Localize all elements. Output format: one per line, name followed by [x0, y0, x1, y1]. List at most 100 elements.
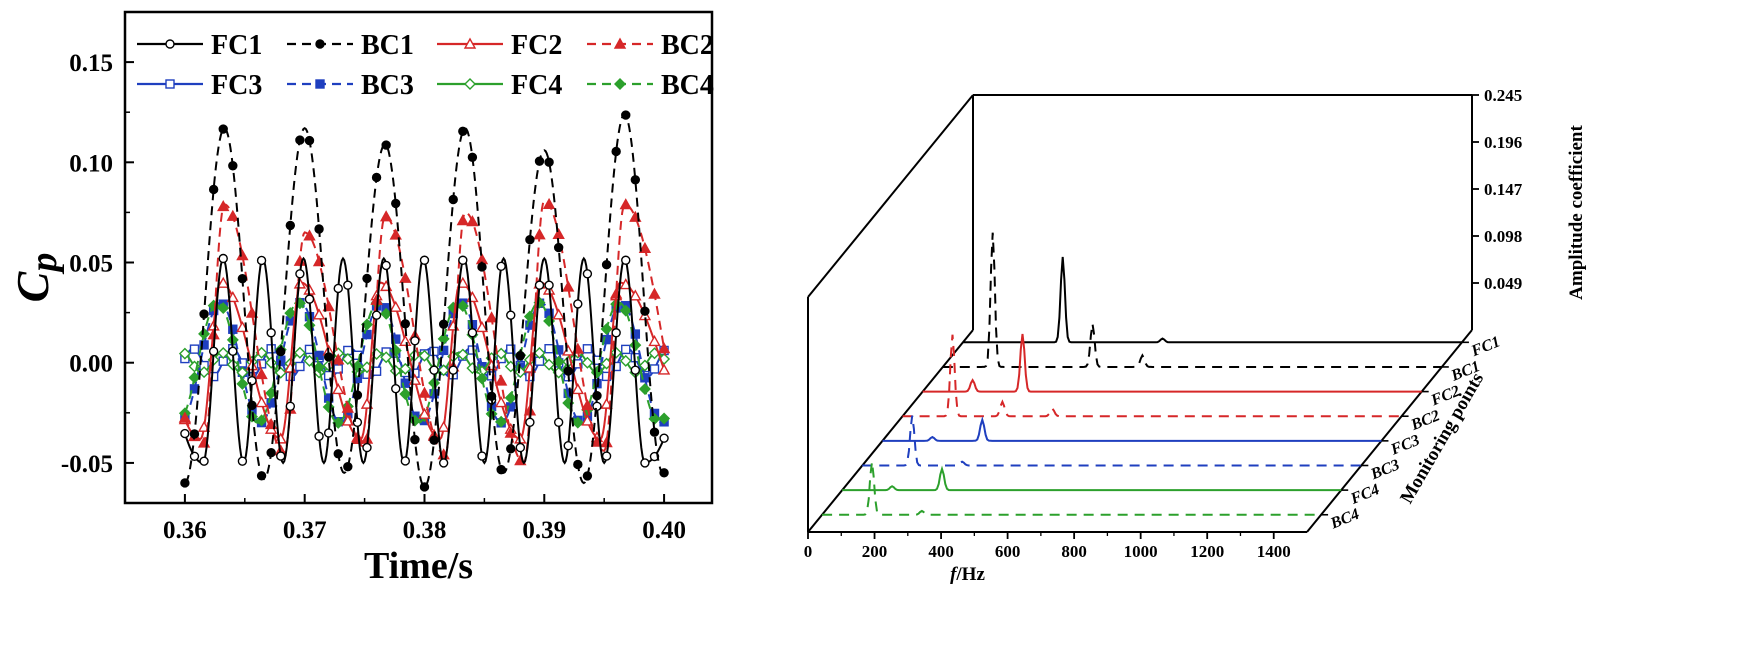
data-point	[315, 79, 325, 89]
data-point	[362, 442, 372, 453]
data-point	[332, 416, 345, 429]
data-point	[217, 199, 230, 212]
f-tick-label: 200	[862, 542, 888, 561]
data-point	[293, 346, 306, 359]
data-point	[544, 157, 554, 167]
data-point	[544, 344, 554, 354]
f-tick-label: 600	[995, 542, 1021, 561]
data-point	[506, 344, 516, 354]
data-point	[410, 336, 420, 346]
data-point	[553, 417, 564, 428]
data-point	[418, 386, 431, 398]
spectrum-line-fc1	[962, 256, 1462, 344]
data-point	[381, 140, 391, 150]
data-point	[247, 400, 257, 411]
legend-label: FC1	[211, 30, 262, 61]
data-point	[506, 310, 516, 320]
data-point	[638, 383, 651, 396]
data-point	[648, 287, 661, 299]
data-point	[659, 468, 669, 478]
data-point	[399, 334, 412, 346]
x-tick-label: 0.37	[283, 517, 327, 544]
data-point	[649, 364, 660, 374]
point-label: BC3	[1368, 456, 1403, 483]
f-tick-label: 1400	[1257, 542, 1291, 561]
z-tick-label: 0.049	[1484, 274, 1522, 293]
data-point	[494, 396, 508, 408]
data-point	[485, 311, 498, 323]
data-point	[582, 344, 593, 354]
data-point	[515, 351, 526, 361]
data-point	[379, 210, 393, 222]
data-point	[523, 310, 536, 323]
data-point	[467, 328, 478, 338]
data-point	[621, 344, 631, 355]
data-point	[228, 324, 238, 334]
data-point	[304, 135, 315, 146]
data-point	[228, 346, 238, 356]
data-point	[236, 249, 249, 261]
data-point	[657, 363, 671, 375]
data-point	[601, 451, 612, 461]
data-point	[456, 299, 469, 312]
data-point	[601, 371, 612, 382]
data-point	[581, 356, 594, 369]
data-point	[495, 415, 508, 428]
data-point	[295, 269, 305, 279]
data-point	[410, 434, 420, 445]
top-left-depth-edge	[807, 94, 974, 298]
data-point	[341, 353, 354, 365]
data-point	[533, 228, 546, 240]
data-point	[285, 220, 296, 231]
data-point	[438, 319, 449, 329]
data-point	[236, 377, 249, 390]
z-tick-label: 0.147	[1484, 180, 1523, 199]
data-point	[323, 352, 334, 362]
data-point	[504, 391, 517, 404]
data-point	[601, 260, 612, 270]
spectrum-line-bc4	[822, 461, 1322, 516]
data-point	[208, 184, 219, 195]
data-point	[380, 351, 393, 364]
x-tick-label: 0.36	[163, 517, 207, 544]
data-point	[619, 198, 632, 210]
data-point	[400, 378, 411, 388]
data-point	[542, 197, 556, 210]
bottom-left-depth-edge	[807, 329, 974, 533]
data-point	[573, 459, 583, 470]
data-point	[419, 482, 430, 492]
data-point	[515, 442, 526, 453]
data-point	[573, 299, 583, 309]
data-point	[563, 440, 573, 451]
legend-label: FC3	[211, 70, 262, 101]
data-point	[332, 353, 345, 365]
data-point	[429, 365, 439, 375]
data-point	[543, 358, 556, 371]
data-point	[611, 361, 621, 372]
data-point	[533, 346, 546, 359]
spectrum-bc4	[822, 461, 1322, 516]
data-point	[463, 37, 477, 49]
data-point	[619, 304, 632, 317]
data-point	[218, 124, 228, 134]
data-point	[496, 261, 506, 271]
data-point	[237, 456, 248, 466]
data-point	[295, 361, 305, 372]
data-point	[534, 280, 545, 290]
data-point	[226, 291, 240, 303]
data-point	[438, 345, 449, 356]
data-point	[399, 271, 412, 283]
f-tick-label: 1200	[1190, 542, 1224, 561]
data-point	[611, 328, 621, 338]
data-point	[592, 390, 602, 401]
data-point	[563, 366, 573, 376]
spectrum-fc3	[882, 416, 1382, 442]
data-point	[437, 332, 450, 345]
spectrum-line-bc1	[942, 232, 1442, 368]
data-point	[332, 383, 345, 395]
y-tick-label: 0.05	[69, 251, 113, 278]
data-point	[592, 401, 602, 411]
data-point	[333, 283, 343, 294]
data-point	[467, 152, 478, 162]
spectrum-fc2	[922, 333, 1422, 393]
